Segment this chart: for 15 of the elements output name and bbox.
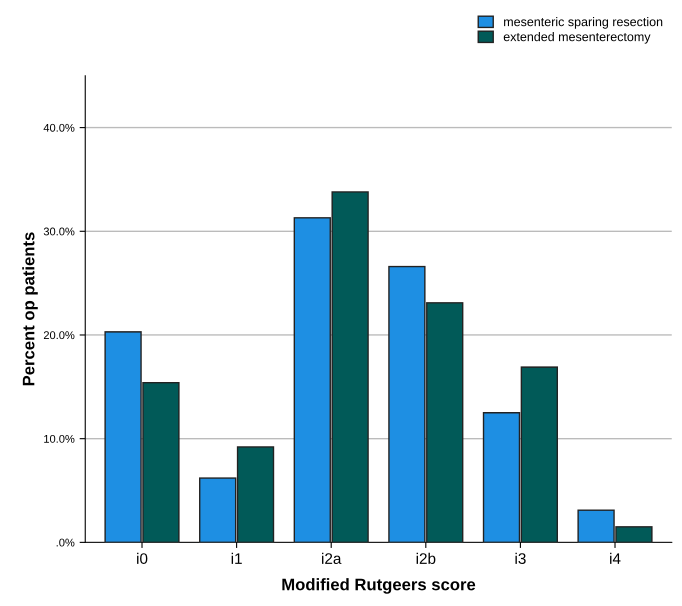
- y-tick-label: .0%: [56, 538, 74, 547]
- y-axis-title: Percent op patients: [22, 232, 38, 386]
- y-tick-label: 30.0%: [44, 228, 74, 236]
- x-tick-label: i4: [610, 552, 621, 564]
- y-tick-label: 10.0%: [44, 434, 74, 443]
- y-tick-label: 40.0%: [44, 124, 74, 132]
- x-tick-label: i0: [137, 552, 148, 564]
- legend-label: extended mesenterectomy: [504, 32, 651, 44]
- x-axis-title: Modified Rutgeers score: [282, 578, 476, 594]
- x-tick-label: i2b: [416, 552, 436, 564]
- y-tick-label: 20.0%: [44, 331, 74, 340]
- x-tick-label: i1: [232, 552, 242, 564]
- x-tick-label: i3: [515, 552, 526, 564]
- legend-label: mesenteric sparing resection: [504, 17, 662, 29]
- x-tick-label: i2a: [322, 552, 342, 564]
